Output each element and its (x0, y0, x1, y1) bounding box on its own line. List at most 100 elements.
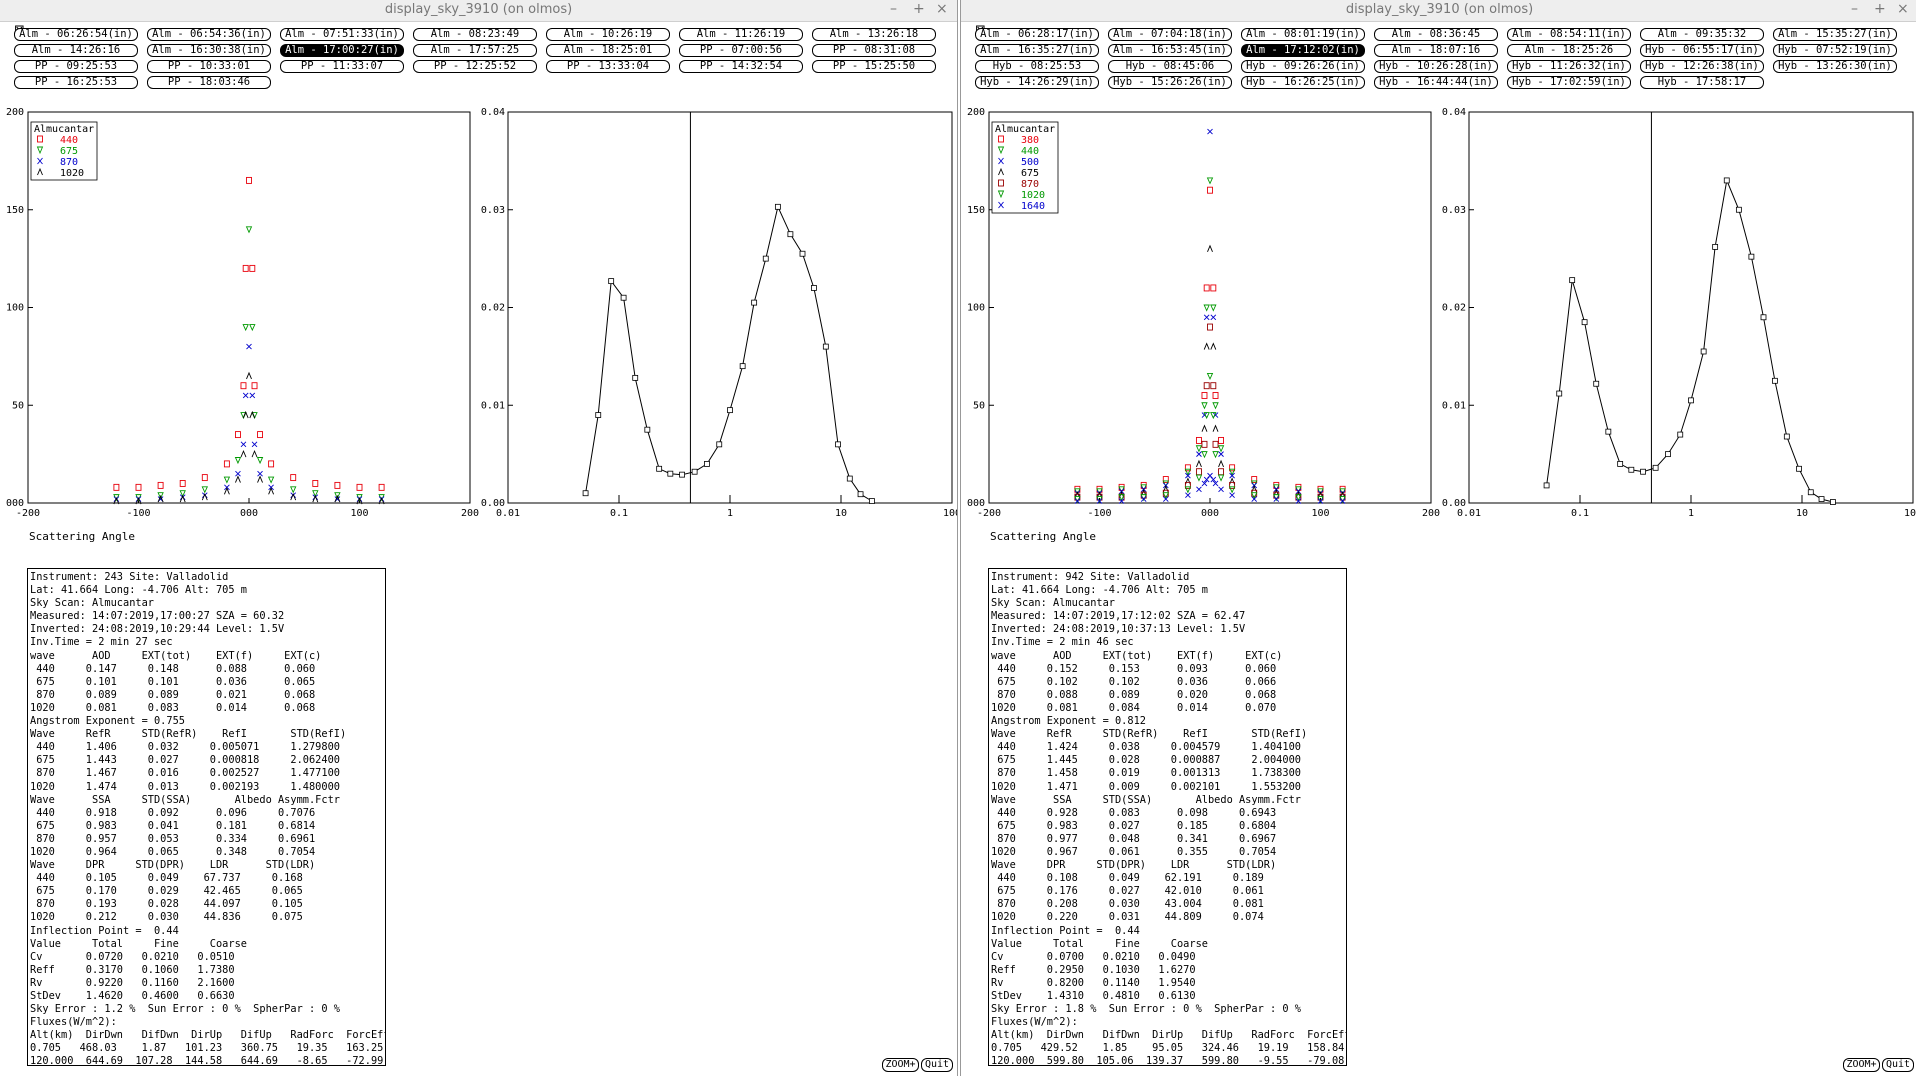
scan-button[interactable]: Alm - 14:26:16 (14, 44, 138, 57)
data-point (249, 392, 256, 399)
data-point (1206, 372, 1214, 381)
title-bar[interactable]: display_sky_3910 (on olmos) – + × (961, 0, 1916, 22)
data-point (1140, 496, 1147, 502)
maximize-icon[interactable]: + (1874, 1, 1886, 17)
inversion-info-panel: Instrument: 243 Site: Valladolid Lat: 41… (27, 568, 386, 1066)
data-point (1543, 482, 1550, 489)
scan-button[interactable]: PP - 09:25:53 (14, 60, 138, 73)
scan-button[interactable]: Hyb - 06:55:17(in) (1640, 44, 1764, 57)
scan-button[interactable]: Alm - 15:35:27(in) (1773, 28, 1897, 41)
scan-button[interactable]: PP - 08:31:08 (812, 44, 936, 57)
quit-button[interactable]: Quit (1882, 1058, 1914, 1072)
scan-button[interactable]: PP - 07:00:56 (679, 44, 803, 57)
scan-button[interactable]: Hyb - 17:02:59(in) (1507, 76, 1631, 89)
data-point (1195, 474, 1203, 482)
data-point (246, 371, 252, 380)
minimize-icon[interactable]: – (890, 1, 897, 17)
scan-button[interactable]: PP - 15:25:50 (812, 60, 936, 73)
scan-button[interactable]: PP - 13:33:04 (546, 60, 670, 73)
scan-button[interactable]: Hyb - 09:26:26(in) (1241, 60, 1365, 73)
data-point (268, 460, 275, 468)
scan-button[interactable]: Alm - 06:26:54(in) (14, 28, 138, 41)
data-point (1251, 492, 1258, 500)
scan-button[interactable]: Alm - 16:30:38(in) (147, 44, 271, 57)
y-tick-label: 150 (967, 205, 985, 216)
scan-button[interactable]: Alm - 07:51:33(in) (280, 28, 404, 41)
zoom-button[interactable]: ZOOM+ (882, 1058, 919, 1072)
data-point (1212, 402, 1219, 410)
data-point (1229, 492, 1235, 498)
x-tick-label: 100 (350, 508, 368, 519)
data-point (179, 494, 186, 503)
y-tick-label: 0.03 (481, 205, 505, 216)
legend-label: 1640 (1021, 201, 1045, 212)
window-title: display_sky_3910 (on olmos) (1345, 2, 1534, 17)
scan-button[interactable]: Alm - 08:01:19(in) (1241, 28, 1365, 41)
scan-button[interactable]: Alm - 18:25:01 (546, 44, 670, 57)
data-point (1203, 412, 1210, 420)
legend-marker (37, 135, 43, 143)
legend-marker (997, 190, 1005, 199)
data-point (1206, 177, 1214, 185)
scan-button[interactable]: Alm - 17:57:25 (413, 44, 537, 57)
data-point (751, 299, 758, 306)
scan-button[interactable]: Hyb - 15:26:26(in) (1108, 76, 1232, 89)
scan-button[interactable]: Alm - 08:23:49 (413, 28, 537, 41)
scan-button[interactable]: Alm - 16:35:27(in) (975, 44, 1099, 57)
quit-button[interactable]: Quit (921, 1058, 953, 1072)
data-point (1807, 489, 1814, 496)
data-point (1700, 348, 1707, 355)
scan-button[interactable]: Alm - 18:07:16 (1374, 44, 1498, 57)
scan-button[interactable]: Hyb - 16:44:44(in) (1374, 76, 1498, 89)
scan-button[interactable]: Hyb - 13:26:30(in) (1773, 60, 1897, 73)
scan-button[interactable]: PP - 10:33:01 (147, 60, 271, 73)
scan-button[interactable]: Hyb - 17:58:17 (1640, 76, 1764, 89)
y-tick-label: 0.02 (1442, 303, 1466, 314)
x-tick-label: -200 (16, 508, 40, 519)
close-icon[interactable]: × (1897, 1, 1909, 17)
scan-button[interactable]: Alm - 10:26:19 (546, 28, 670, 41)
scan-button[interactable]: PP - 11:33:07 (280, 60, 404, 73)
scan-button[interactable]: Hyb - 10:26:28(in) (1374, 60, 1498, 73)
data-point (774, 203, 781, 210)
scan-button[interactable]: PP - 12:25:52 (413, 60, 537, 73)
scan-button[interactable]: Hyb - 14:26:29(in) (975, 76, 1099, 89)
data-point (1229, 472, 1235, 479)
scan-button[interactable]: Alm - 17:12:02(in) (1241, 44, 1365, 57)
scan-button[interactable]: Alm - 07:04:18(in) (1108, 28, 1232, 41)
scan-button[interactable]: PP - 18:03:46 (147, 76, 271, 89)
scan-button[interactable]: Alm - 17:00:27(in) (280, 44, 404, 57)
scan-button[interactable]: Alm - 08:36:45 (1374, 28, 1498, 41)
data-point (1074, 498, 1081, 504)
scan-button[interactable]: Hyb - 07:52:19(in) (1773, 44, 1897, 57)
scan-button[interactable]: PP - 16:25:53 (14, 76, 138, 89)
data-point (257, 470, 263, 477)
data-point (135, 483, 142, 491)
scan-button[interactable]: Hyb - 11:26:32(in) (1507, 60, 1631, 73)
scan-button[interactable]: Alm - 06:54:36(in) (147, 28, 271, 41)
data-point (334, 481, 341, 489)
data-point (1251, 496, 1258, 502)
inversion-info-text: Instrument: 942 Site: Valladolid Lat: 41… (991, 571, 1347, 1066)
scan-button[interactable]: Alm - 16:53:45(in) (1108, 44, 1232, 57)
data-point (1096, 498, 1103, 504)
scan-button[interactable]: Alm - 08:54:11(in) (1507, 28, 1631, 41)
scan-button[interactable]: Alm - 13:26:18 (812, 28, 936, 41)
scan-button[interactable]: Alm - 06:28:17(in) (975, 28, 1099, 41)
minimize-icon[interactable]: – (1851, 1, 1858, 17)
scan-button[interactable]: Alm - 11:26:19 (679, 28, 803, 41)
zoom-button[interactable]: ZOOM+ (1843, 1058, 1880, 1072)
data-point (1652, 464, 1659, 471)
data-point (1830, 499, 1836, 505)
maximize-icon[interactable]: + (913, 1, 925, 17)
scan-button[interactable]: Hyb - 08:25:53 (975, 60, 1099, 73)
legend-marker (998, 201, 1004, 209)
scan-button[interactable]: Hyb - 16:26:25(in) (1241, 76, 1365, 89)
scan-button[interactable]: Hyb - 08:45:06 (1108, 60, 1232, 73)
scan-button[interactable]: Hyb - 12:26:38(in) (1640, 60, 1764, 73)
title-bar[interactable]: display_sky_3910 (on olmos) – + × (0, 0, 957, 22)
scan-button[interactable]: PP - 14:32:54 (679, 60, 803, 73)
close-icon[interactable]: × (936, 1, 948, 17)
scan-button[interactable]: Alm - 09:35:32 (1640, 28, 1764, 41)
scan-button[interactable]: Alm - 18:25:26 (1507, 44, 1631, 57)
